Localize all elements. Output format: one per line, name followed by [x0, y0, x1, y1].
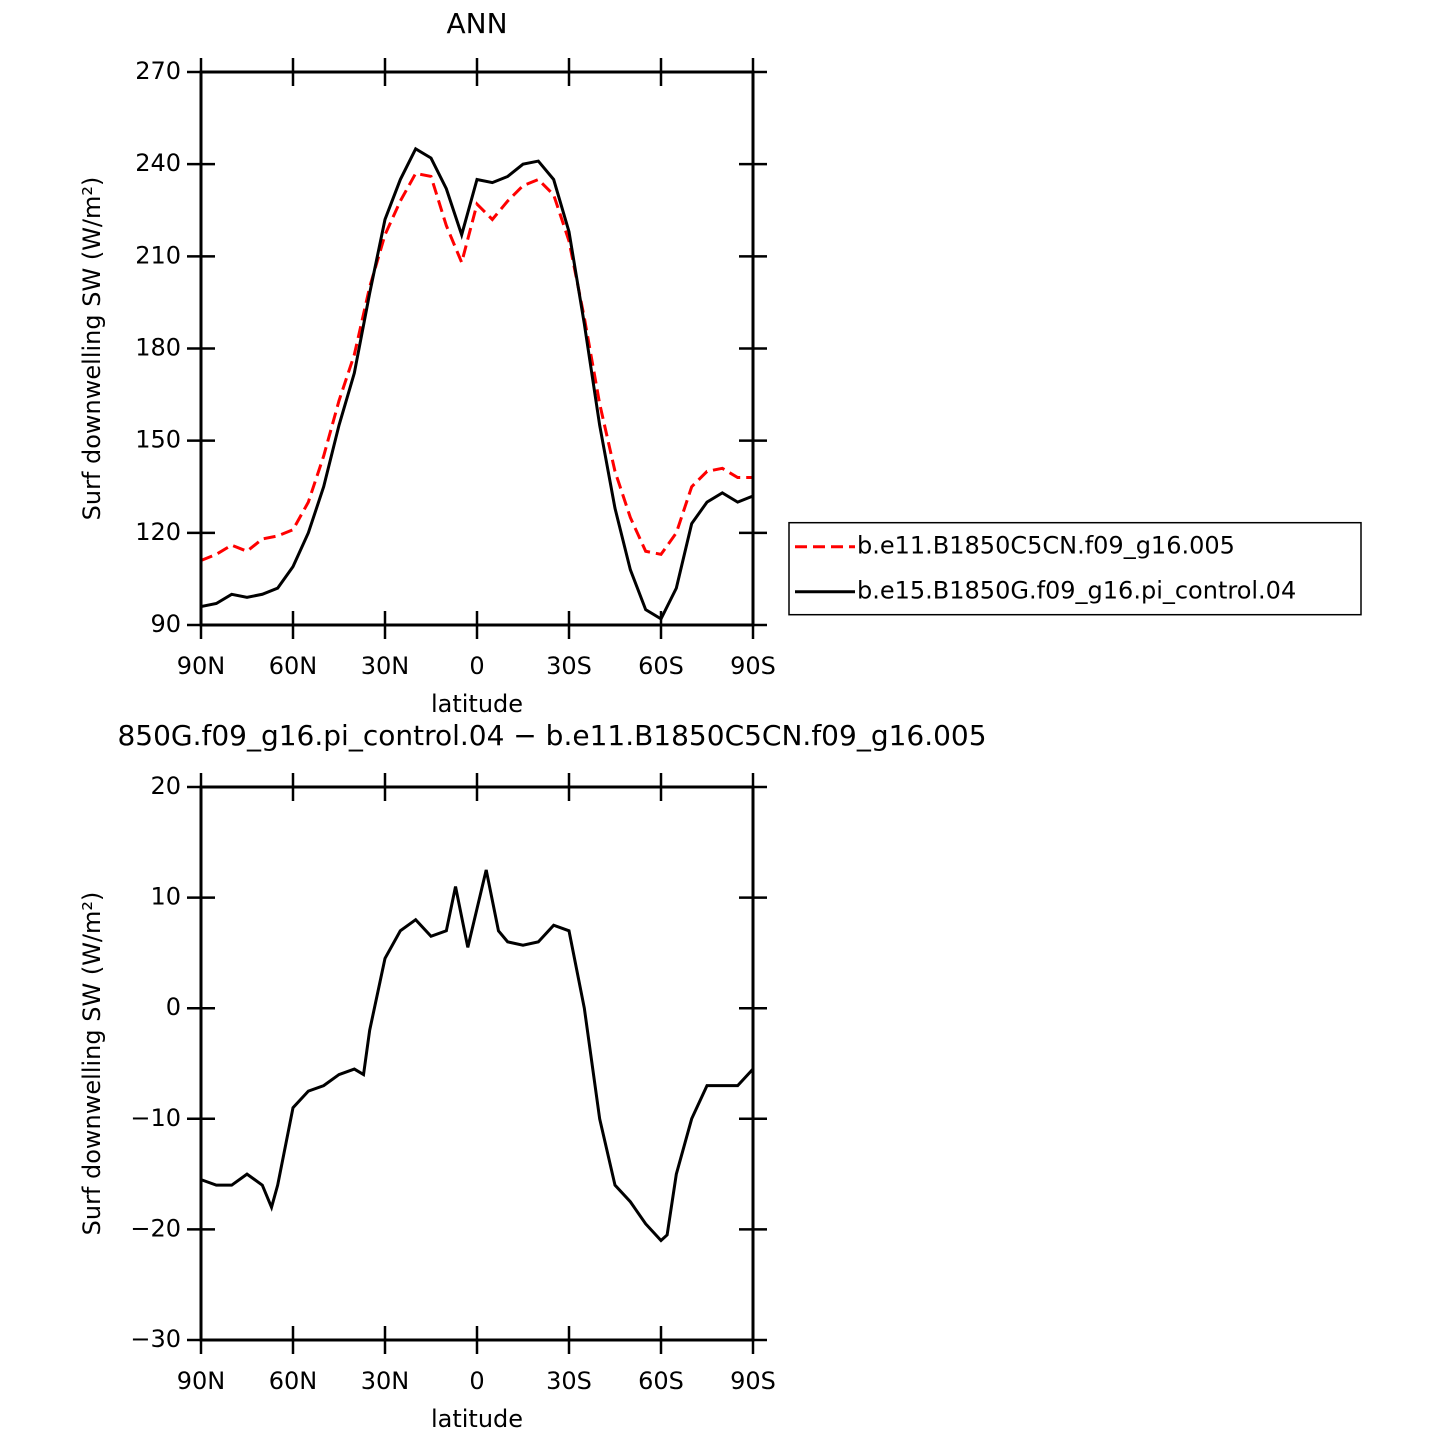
y-tick-label: 120 [135, 518, 181, 546]
y-tick-label: −10 [130, 1104, 181, 1132]
data-line [200, 146, 754, 621]
plot-frame [199, 70, 755, 627]
data-line [200, 171, 753, 562]
y-tick-label: −30 [130, 1325, 181, 1353]
x-tick-label: 90N [177, 652, 226, 680]
data-line [200, 869, 755, 1243]
y-axis-label: Surf downwelling SW (W/m²) [78, 177, 106, 521]
x-tick-label: 0 [469, 1367, 484, 1395]
x-tick-label: 90S [730, 1367, 776, 1395]
x-axis-label: latitude [431, 690, 523, 718]
y-tick-label: 210 [135, 241, 181, 269]
x-tick-label: 60S [638, 652, 684, 680]
x-tick-label: 30S [546, 652, 592, 680]
chart-title: ANN [446, 7, 507, 40]
legend-label: b.e11.B1850C5CN.f09_g16.005 [857, 532, 1235, 560]
y-tick-label: 0 [166, 993, 181, 1021]
y-tick-label: 270 [135, 57, 181, 85]
plot-frame [199, 785, 755, 1342]
y-tick-label: 90 [150, 610, 181, 638]
x-tick-label: 60S [638, 1367, 684, 1395]
y-tick-label: 150 [135, 426, 181, 454]
x-tick-label: 60N [269, 652, 318, 680]
x-tick-label: 0 [469, 652, 484, 680]
y-tick-label: 20 [150, 772, 181, 800]
y-tick-label: 240 [135, 149, 181, 177]
x-tick-label: 30S [546, 1367, 592, 1395]
y-tick-label: 180 [135, 334, 181, 362]
x-tick-label: 90S [730, 652, 776, 680]
x-tick-label: 30N [361, 652, 410, 680]
chart-title: 850G.f09_g16.pi_control.04 − b.e11.B1850… [117, 719, 986, 752]
x-tick-label: 30N [361, 1367, 410, 1395]
y-axis-label: Surf downwelling SW (W/m²) [78, 892, 106, 1236]
legend-label: b.e15.B1850G.f09_g16.pi_control.04 [857, 577, 1296, 605]
x-tick-label: 90N [177, 1367, 226, 1395]
y-tick-label: −20 [130, 1214, 181, 1242]
x-axis-label: latitude [431, 1405, 523, 1433]
legend-box [788, 521, 1362, 616]
y-tick-label: 10 [150, 883, 181, 911]
x-tick-label: 60N [269, 1367, 318, 1395]
